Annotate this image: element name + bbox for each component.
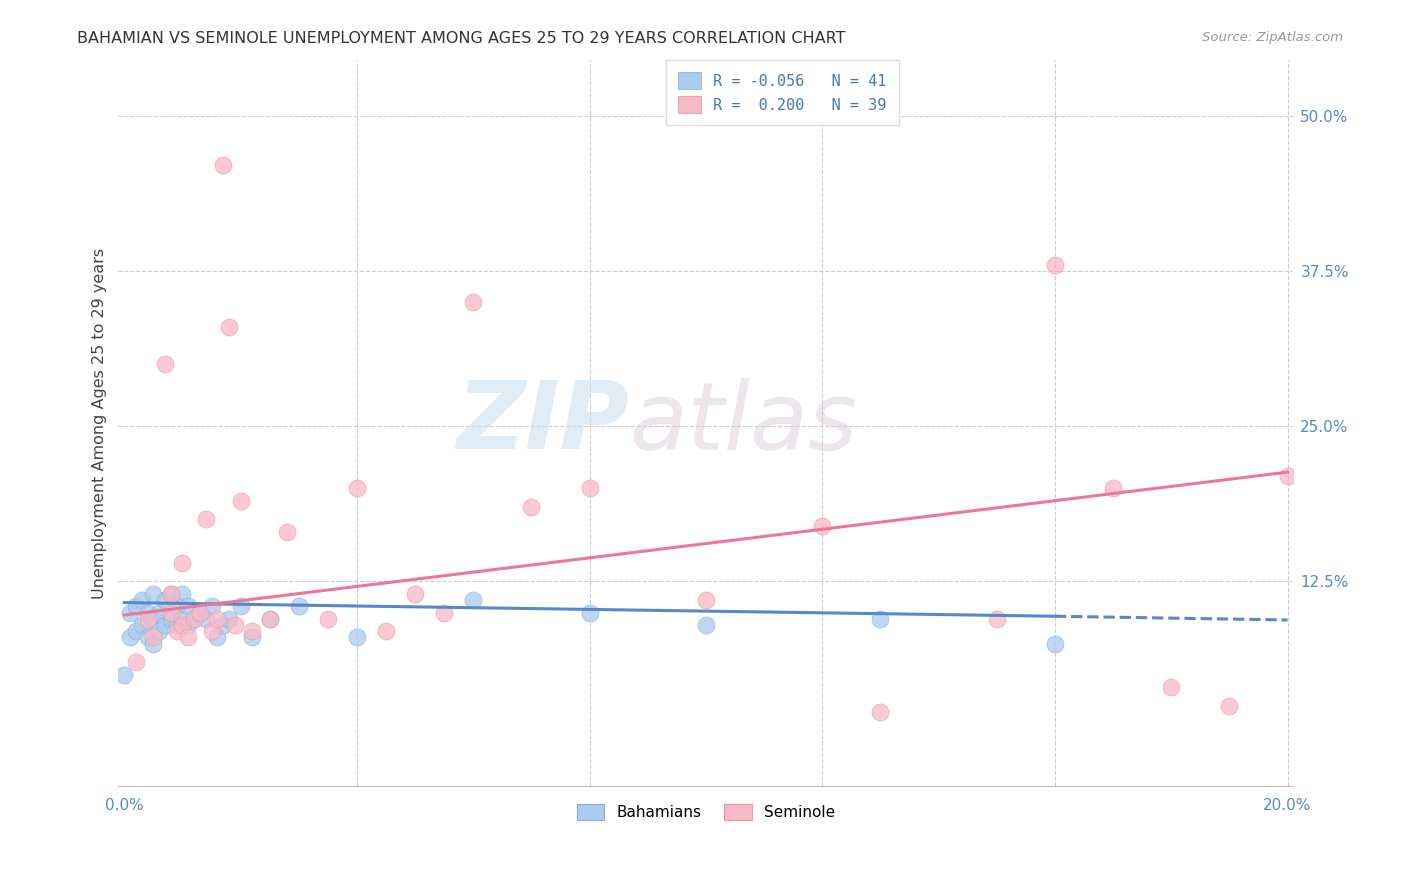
- Point: [869, 705, 891, 719]
- Point: [153, 618, 176, 632]
- Point: [986, 612, 1008, 626]
- Point: [1043, 637, 1066, 651]
- Point: [194, 512, 217, 526]
- Point: [463, 593, 485, 607]
- Point: [276, 524, 298, 539]
- Point: [194, 612, 217, 626]
- Point: [433, 606, 456, 620]
- Point: [869, 612, 891, 626]
- Text: Source: ZipAtlas.com: Source: ZipAtlas.com: [1202, 31, 1343, 45]
- Point: [166, 599, 188, 614]
- Point: [287, 599, 309, 614]
- Point: [404, 587, 426, 601]
- Point: [212, 158, 235, 172]
- Point: [811, 518, 834, 533]
- Point: [148, 606, 170, 620]
- Point: [142, 637, 165, 651]
- Point: [136, 631, 159, 645]
- Point: [112, 667, 135, 681]
- Text: BAHAMIAN VS SEMINOLE UNEMPLOYMENT AMONG AGES 25 TO 29 YEARS CORRELATION CHART: BAHAMIAN VS SEMINOLE UNEMPLOYMENT AMONG …: [77, 31, 846, 46]
- Point: [218, 612, 240, 626]
- Point: [200, 599, 222, 614]
- Point: [578, 481, 600, 495]
- Point: [131, 618, 153, 632]
- Point: [120, 631, 142, 645]
- Y-axis label: Unemployment Among Ages 25 to 29 years: Unemployment Among Ages 25 to 29 years: [93, 247, 107, 599]
- Point: [375, 624, 398, 639]
- Point: [1218, 698, 1240, 713]
- Point: [142, 631, 165, 645]
- Point: [125, 655, 148, 669]
- Legend: Bahamians, Seminole: Bahamians, Seminole: [571, 797, 841, 826]
- Point: [172, 618, 194, 632]
- Point: [153, 593, 176, 607]
- Point: [218, 319, 240, 334]
- Point: [159, 612, 181, 626]
- Point: [346, 631, 368, 645]
- Text: ZIP: ZIP: [457, 377, 630, 469]
- Point: [520, 500, 543, 514]
- Point: [177, 631, 200, 645]
- Point: [240, 631, 263, 645]
- Point: [183, 612, 205, 626]
- Point: [125, 599, 148, 614]
- Point: [148, 624, 170, 639]
- Point: [212, 618, 235, 632]
- Point: [259, 612, 281, 626]
- Point: [136, 606, 159, 620]
- Point: [159, 587, 181, 601]
- Point: [188, 606, 211, 620]
- Point: [153, 357, 176, 371]
- Point: [224, 618, 246, 632]
- Point: [316, 612, 339, 626]
- Point: [229, 493, 252, 508]
- Point: [346, 481, 368, 495]
- Point: [159, 587, 181, 601]
- Point: [578, 606, 600, 620]
- Point: [695, 618, 717, 632]
- Point: [120, 606, 142, 620]
- Point: [172, 556, 194, 570]
- Text: atlas: atlas: [630, 377, 858, 468]
- Point: [259, 612, 281, 626]
- Point: [229, 599, 252, 614]
- Point: [166, 624, 188, 639]
- Point: [240, 624, 263, 639]
- Point: [463, 294, 485, 309]
- Point: [136, 612, 159, 626]
- Point: [177, 599, 200, 614]
- Point: [172, 587, 194, 601]
- Point: [1043, 258, 1066, 272]
- Point: [695, 593, 717, 607]
- Point: [142, 612, 165, 626]
- Point: [1102, 481, 1125, 495]
- Point: [207, 612, 229, 626]
- Point: [207, 631, 229, 645]
- Point: [166, 618, 188, 632]
- Point: [188, 606, 211, 620]
- Point: [1277, 468, 1299, 483]
- Point: [172, 612, 194, 626]
- Point: [1160, 680, 1182, 694]
- Point: [159, 606, 181, 620]
- Point: [125, 624, 148, 639]
- Point: [183, 612, 205, 626]
- Point: [131, 593, 153, 607]
- Point: [142, 587, 165, 601]
- Point: [200, 624, 222, 639]
- Point: [177, 618, 200, 632]
